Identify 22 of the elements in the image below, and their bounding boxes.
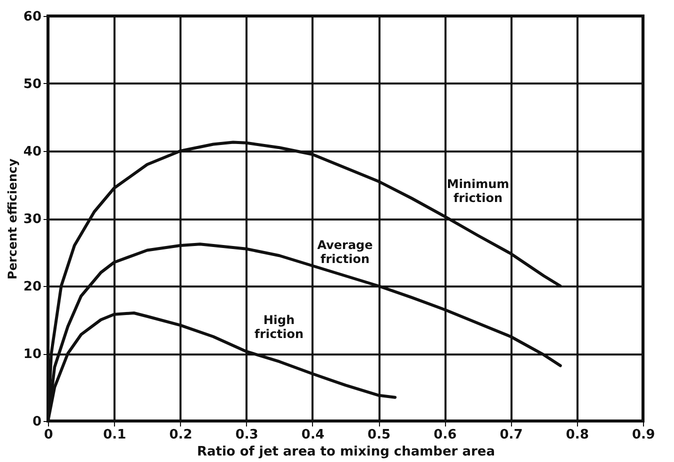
x-tick-label: 0.3: [235, 428, 258, 442]
x-tick-label: 0: [44, 428, 54, 442]
y-tick-label: 10: [23, 347, 42, 362]
x-tick-label: 0.1: [103, 428, 126, 442]
y-tick-label: 50: [23, 77, 42, 92]
x-axis-title: Ratio of jet area to mixing chamber area: [196, 444, 496, 460]
x-tick-label: 0.9: [632, 428, 656, 442]
annotation: High friction: [254, 313, 304, 341]
y-axis-title: Percent efficiency: [5, 158, 20, 280]
y-tick-label: 0: [32, 414, 42, 430]
y-tick-label: 20: [23, 280, 42, 294]
annotation: Minimum friction: [446, 177, 510, 205]
x-tick-label: 0.4: [301, 428, 324, 442]
x-tick-label: 0.7: [500, 428, 523, 442]
y-tick-label: 60: [23, 10, 42, 24]
x-tick-label: 0.8: [566, 428, 589, 442]
annotation: Average friction: [317, 238, 373, 266]
x-tick-label: 0.6: [434, 428, 457, 442]
y-tick-label: 40: [23, 144, 42, 160]
y-tick-label: 30: [23, 212, 42, 227]
x-tick-label: 0.2: [169, 428, 192, 442]
x-tick-label: 0.5: [368, 428, 391, 442]
